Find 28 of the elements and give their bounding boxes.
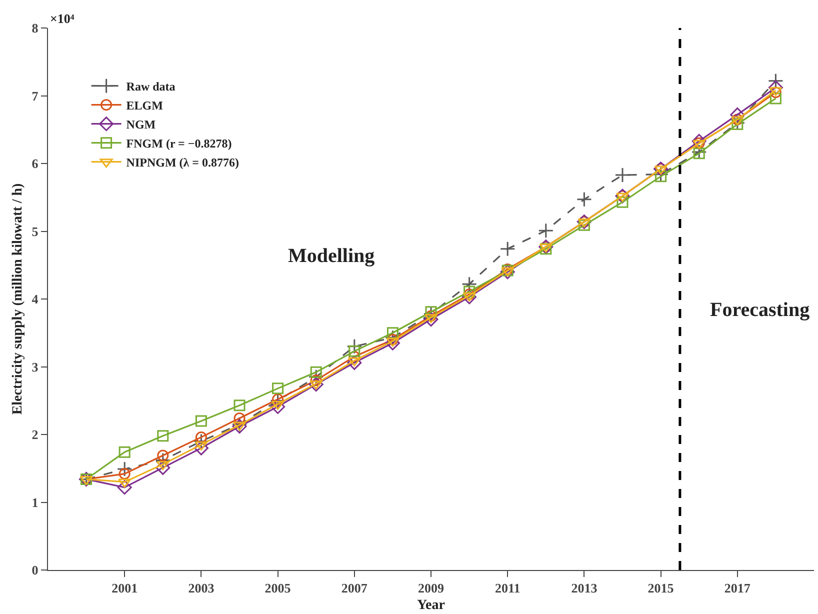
y-tick-label: 7 (32, 88, 39, 104)
legend-label: Raw data (126, 80, 176, 94)
y-tick-label: 4 (32, 292, 39, 307)
legend-label: NGM (126, 118, 156, 132)
x-tick-label: 2001 (112, 580, 138, 596)
y-axis-title: Electricity supply (million kilowatt / h) (10, 182, 26, 415)
text: ×10⁴ (50, 11, 74, 26)
y-tick-label: 1 (32, 494, 38, 510)
x-tick-label: 2009 (418, 580, 444, 596)
x-tick-label: 2011 (494, 580, 520, 596)
y-tick-label: 3 (32, 359, 39, 374)
x-tick-label: 2003 (188, 580, 215, 596)
annotation: Forecasting (710, 299, 810, 321)
legend-label: NIPNGM (λ = 0.8776) (126, 156, 240, 170)
annotation: Modelling (288, 245, 375, 267)
y-tick-label: 0 (32, 562, 38, 578)
x-tick-label: 2017 (724, 580, 751, 596)
legend-label: FNGM (r = −0.8278) (126, 136, 232, 151)
x-tick-label: 2013 (571, 580, 598, 596)
x-tick-label: 2007 (341, 580, 368, 596)
x-tick-label: 2015 (648, 580, 674, 596)
x-axis-title: Year (417, 598, 445, 613)
y-tick-label: 2 (32, 427, 38, 442)
y-tick-label: 5 (32, 224, 39, 239)
legend-label: ELGM (126, 98, 163, 113)
y-tick-label: 6 (32, 156, 39, 172)
x-tick-label: 2005 (264, 580, 292, 596)
y-tick-label: 8 (32, 20, 39, 36)
